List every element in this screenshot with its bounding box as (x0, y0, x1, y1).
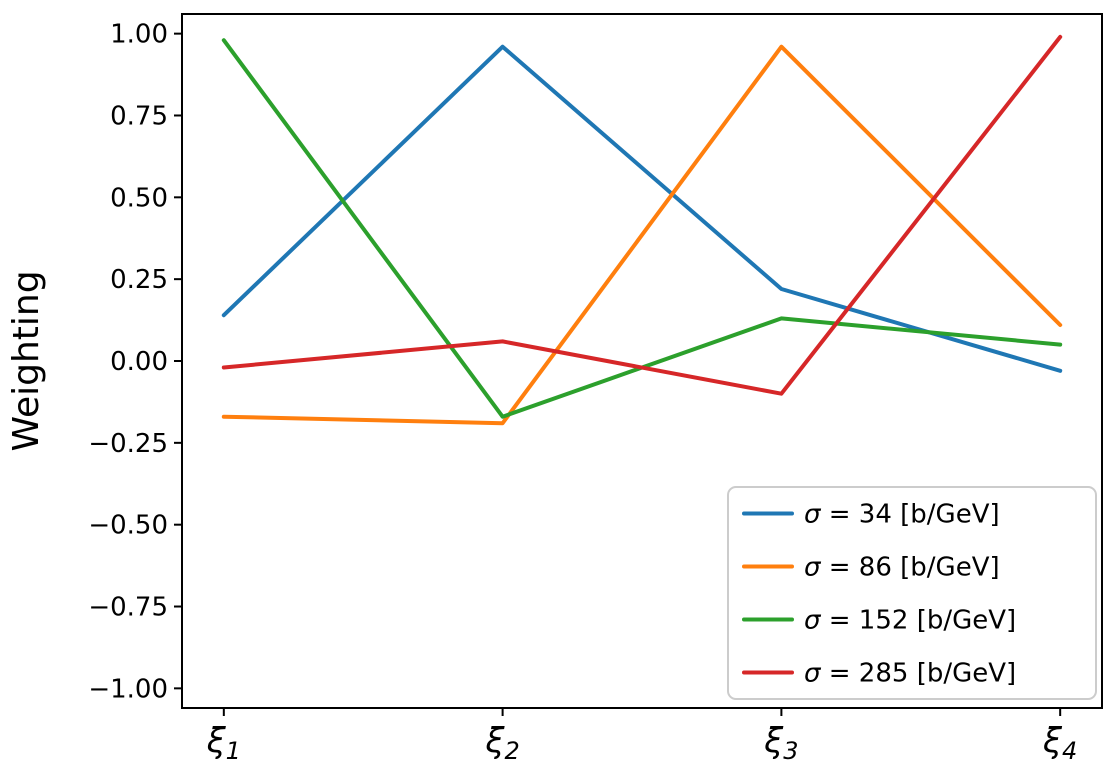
series-line-3 (221, 34, 1063, 396)
y-tick-label: 0.50 (110, 183, 168, 213)
legend-label-1: σ = 86 [b/GeV] (804, 553, 1000, 583)
x-tick-label: ξ1 (206, 721, 241, 765)
series-line-2 (221, 38, 1063, 419)
y-tick-label: 1.00 (110, 20, 168, 50)
legend-box (727, 486, 1097, 700)
legend-label-3: σ = 285 [b/GeV] (804, 659, 1016, 689)
x-tick-label: ξ2 (484, 721, 519, 765)
legend-label-2: σ = 152 [b/GeV] (804, 606, 1016, 636)
y-tick-label: 0.75 (110, 101, 168, 131)
y-axis-label: Weighting (6, 270, 47, 451)
y-tick-label: 0.25 (110, 265, 168, 295)
series-line-1 (221, 44, 1063, 426)
plot-border (181, 13, 1103, 709)
y-tick-label: 0.00 (110, 347, 168, 377)
y-tick-label: −0.75 (88, 593, 168, 623)
x-tick-label: ξ3 (763, 721, 798, 765)
y-tick-label: −0.50 (88, 511, 168, 541)
legend-label-0: σ = 34 [b/GeV] (804, 500, 1000, 530)
y-tick-label: −0.25 (88, 429, 168, 459)
y-tick-label: −1.00 (88, 674, 168, 704)
x-tick-label: ξ4 (1042, 721, 1077, 765)
